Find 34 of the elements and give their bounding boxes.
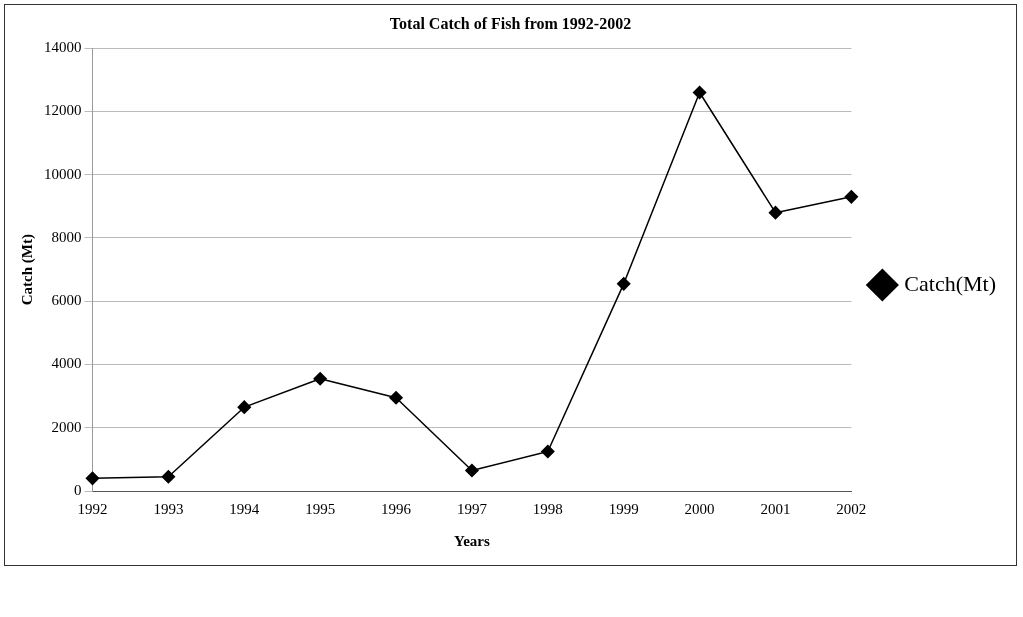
y-tick-label: 14000 [44,39,82,56]
point [85,471,100,486]
x-tick-label: 1995 [305,500,336,517]
point [465,463,479,478]
x-tick-label: 1998 [532,500,563,517]
x-axis-title: Years [454,532,490,549]
x-tick-label: 1996 [381,500,412,517]
point [237,400,252,414]
y-tick-label: 2000 [51,418,82,435]
y-tick-label: 12000 [44,102,82,119]
x-tick-label: 1994 [229,500,260,517]
x-tick-label: 2001 [760,500,791,517]
x-tick-label: 1997 [456,500,488,517]
x-tick-label: 2002 [836,500,867,517]
x-tick-label: 2000 [684,500,715,517]
x-tick-label: 1992 [77,500,108,517]
y-tick-label: 0 [74,481,82,498]
x-tick-label: 1993 [153,500,184,517]
point [768,205,783,220]
point [541,444,555,459]
chart-title: Total Catch of Fish from 1992-2002 [389,14,632,32]
y-tick-label: 6000 [51,292,82,309]
y-tick-label: 4000 [51,355,82,372]
point [692,85,707,100]
point [161,470,176,484]
point [844,190,859,204]
point [389,390,403,405]
legend-label: Catch(Mt) [904,270,997,296]
y-tick-label: 10000 [44,165,82,182]
point [313,371,327,386]
point [616,277,631,291]
x-tick-label: 1999 [608,500,639,517]
y-axis-title: Catch (Mt) [18,233,36,306]
y-tick-label: 8000 [51,228,82,245]
